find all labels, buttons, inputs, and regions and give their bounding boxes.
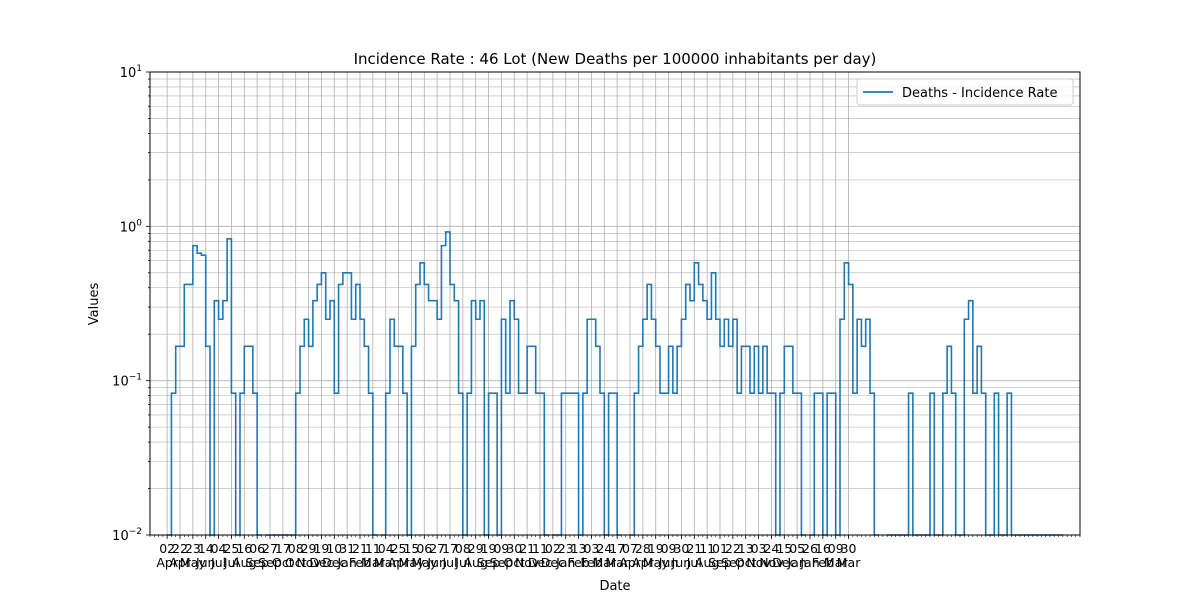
x-tick-label: 04 Mar xyxy=(374,541,398,570)
plot-frame xyxy=(149,71,1081,536)
x-tick-label: 29 Aug xyxy=(464,541,488,570)
x-tick-label: 09 Sep xyxy=(490,541,514,570)
grid-lines xyxy=(150,72,1080,536)
x-tick-label: 23 Jan xyxy=(555,541,575,570)
x-tick-label: 17 Jul xyxy=(441,541,458,570)
x-tick-label: 11 Aug xyxy=(695,541,719,570)
y-tick-label: 10−2 xyxy=(112,527,142,544)
x-tick-label: 19 Sep xyxy=(477,541,501,570)
series-layer xyxy=(167,231,1063,536)
x-tick-label: 02 Apr xyxy=(156,541,178,570)
x-tick-label: 27 Jun xyxy=(426,541,447,570)
x-tick-label: 08 Jul xyxy=(454,541,471,570)
x-tick-label: 19 Dec xyxy=(309,541,333,570)
x-tick-label: 29 Nov xyxy=(296,541,321,570)
x-tick-label: 06 May xyxy=(411,541,437,570)
y-axis: 10−2 10−1 100 101 xyxy=(112,64,150,544)
x-tick-label: 27 Sep xyxy=(258,541,282,570)
x-tick-label: 19 May xyxy=(643,541,669,570)
x-tick-label: 13 Feb xyxy=(568,541,590,570)
x-tick-label: 15 Dec xyxy=(772,541,796,570)
x-tick-label: 02 Dec xyxy=(541,541,565,570)
x-tick-label: 21 Jul xyxy=(686,541,703,570)
chart-title: Incidence Rate : 46 Lot (New Deaths per … xyxy=(354,50,877,68)
x-tick-label: 26 Jan xyxy=(799,541,819,570)
x-tick-label: 14 Jun xyxy=(195,541,216,570)
x-tick-label: 28 Apr xyxy=(632,541,654,570)
x-tick-label: 11 Dec xyxy=(528,541,552,570)
x-tick-label: 15 May xyxy=(399,541,425,570)
y-axis-label: Values xyxy=(87,283,102,326)
x-tick-label: 23 May xyxy=(180,541,206,570)
y-tick-label: 101 xyxy=(120,64,142,81)
x-tick-label: 22 Apr xyxy=(169,541,191,570)
x-tick-label: 24 Mar xyxy=(592,541,616,570)
x-tick-label: 05 Jan xyxy=(787,541,807,570)
x-tick-label: 30 Jun xyxy=(671,541,692,570)
legend-label: Deaths - Incidence Rate xyxy=(902,86,1057,101)
legend: Deaths - Incidence Rate xyxy=(856,78,1074,106)
x-tick-label: 30 Mar xyxy=(837,541,861,570)
x-tick-label: 25 Jul xyxy=(223,541,240,570)
x-tick-label: 22 Sep xyxy=(721,541,745,570)
legend-box xyxy=(856,78,1074,106)
x-tick-label: 08 Oct xyxy=(285,541,307,570)
x-tick-label: 21 Feb xyxy=(349,541,371,570)
x-tick-label: 31 Jan xyxy=(337,541,357,570)
x-tick-label: 13 Oct xyxy=(735,541,757,570)
x-tick-label: 17 Mar xyxy=(605,541,629,570)
x-tick-label: 06 Sep xyxy=(245,541,269,570)
x-tick-label: 21 Nov xyxy=(515,541,540,570)
y-tick-label: 100 xyxy=(120,218,143,235)
x-tick-label: 16 Feb xyxy=(812,541,834,570)
x-tick-label: 30 Oct xyxy=(503,541,525,570)
x-tick-label: 03 Nov xyxy=(746,541,771,570)
x-tick-label: 16 Aug xyxy=(232,541,256,570)
x-tick-label: 17 Oct xyxy=(272,541,294,570)
x-tick-label: 04 Jul xyxy=(210,541,227,570)
x-tick-label: 24 Nov xyxy=(759,541,784,570)
x-tick-label: 03 Feb xyxy=(580,541,602,570)
x-tick-label: 07 Apr xyxy=(619,541,641,570)
x-tick-label: 09 Mar xyxy=(824,541,848,570)
y-tick-label: 10−1 xyxy=(112,373,142,390)
x-axis-label: Date xyxy=(599,579,630,594)
series-line-0 xyxy=(167,231,1063,536)
x-tick-label: 01 Sep xyxy=(708,541,732,570)
x-tick-label: 11 Mar xyxy=(361,541,385,570)
x-tick-label: 10 Dec xyxy=(322,541,346,570)
x-tick-label: 09 Jun xyxy=(658,541,679,570)
x-tick-label: 25 Apr xyxy=(388,541,410,570)
